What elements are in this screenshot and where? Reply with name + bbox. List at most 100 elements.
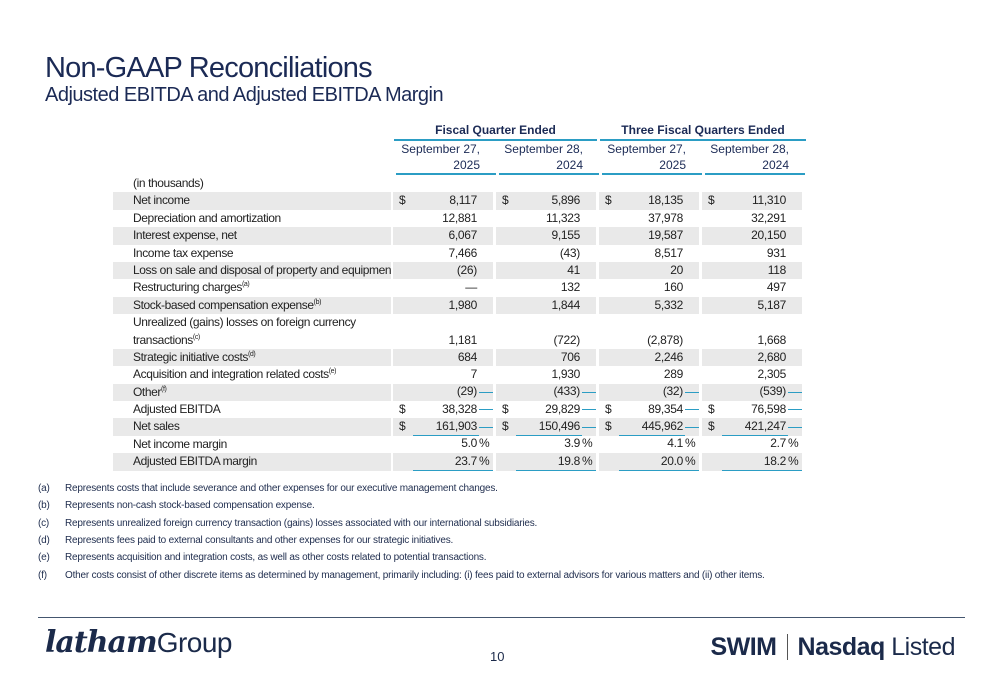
percent-symbol	[479, 409, 493, 411]
value-cell: 20.0%	[599, 453, 699, 471]
table-row: Adjusted EBITDA $38,328 $29,829 $89,354 $76,…	[113, 401, 808, 419]
value-cell: 23.7%	[393, 453, 493, 471]
value-cell: 4.1%	[599, 436, 699, 454]
value-cell: 32,291	[751, 210, 786, 225]
footnote: (d) Represents fees paid to external cons…	[38, 534, 454, 546]
percent-symbol	[685, 391, 699, 393]
value-cell: 1,980	[393, 296, 493, 315]
value-cell: 3.9%	[496, 436, 596, 454]
currency-symbol: $	[708, 193, 715, 208]
value-cell: $8,117	[393, 192, 493, 210]
footnote: (c) Represents unrealized foreign currenc…	[38, 517, 538, 529]
page-number: 10	[490, 649, 505, 664]
table-row: Unrealized (gains) losses on foreign cur…	[113, 314, 808, 349]
row-label: Other(f)	[113, 383, 391, 402]
nasdaq-listing: SWIM Nasdaq Listed	[710, 633, 955, 661]
table-row: Stock-based compensation expense(b) 1,980…	[113, 296, 808, 315]
currency-symbol: $	[708, 402, 715, 417]
column-header: September 28, 2024	[499, 141, 599, 175]
value-cell: $150,496	[496, 418, 596, 436]
value-cell: 19,587	[599, 227, 699, 245]
percent-symbol: %	[685, 453, 699, 471]
table-row: Adjusted EBITDA margin 23.7% 19.8% 20.0% 18.…	[113, 453, 808, 471]
percent-symbol	[479, 391, 493, 393]
percent-symbol: %	[479, 453, 493, 471]
value-cell: (539)	[702, 383, 802, 402]
column-header: September 27, 2025	[396, 141, 496, 175]
row-label: Adjusted EBITDA margin	[113, 453, 391, 471]
row-label: Strategic initiative costs(d)	[113, 348, 391, 367]
value-cell: $38,328	[393, 401, 493, 419]
value-cell: $5,896	[496, 192, 596, 210]
row-label: Adjusted EBITDA	[133, 402, 221, 417]
units-label: (in thousands)	[133, 176, 204, 190]
value-cell: 20	[599, 261, 699, 280]
value-cell: 1,181	[448, 332, 477, 347]
group-header-three-quarters: Three Fiscal Quarters Ended	[600, 123, 806, 141]
value-cell: (433)	[496, 383, 596, 402]
percent-symbol: %	[788, 453, 802, 471]
value-cell: (43)	[559, 245, 580, 260]
value-cell: 5.0%	[393, 436, 493, 454]
value-cell: 1,844	[496, 296, 596, 315]
value-cell: 1,930	[551, 367, 580, 382]
value-cell: 5,187	[702, 296, 802, 315]
currency-symbol: $	[502, 402, 509, 417]
group-header-quarter: Fiscal Quarter Ended	[394, 123, 597, 141]
row-label: Loss on sale and disposal of property an…	[113, 261, 391, 280]
value-cell: $89,354	[599, 401, 699, 419]
value-cell: 118	[702, 261, 802, 280]
currency-symbol: $	[399, 193, 406, 208]
percent-symbol: %	[582, 453, 596, 471]
value-cell: (722)	[553, 332, 580, 347]
row-label: Income tax expense	[133, 245, 234, 260]
currency-symbol: $	[605, 402, 612, 417]
value-cell: $11,310	[702, 192, 802, 210]
footer-divider	[38, 617, 965, 618]
footnote: (a) Represents costs that include severan…	[38, 483, 498, 494]
percent-symbol: %	[788, 436, 802, 454]
value-cell: $161,903	[393, 418, 493, 436]
table-row: Loss on sale and disposal of property an…	[113, 261, 808, 280]
value-cell: 706	[496, 348, 596, 367]
page-subtitle: Adjusted EBITDA and Adjusted EBITDA Marg…	[45, 84, 444, 106]
row-label: Net income margin	[133, 436, 227, 451]
value-cell: 11,323	[545, 210, 580, 225]
row-label: Interest expense, net	[113, 227, 391, 245]
value-cell: $445,962	[599, 418, 699, 436]
currency-symbol: $	[502, 193, 509, 208]
table-row: Income tax expense 7,466 (43) 8,517 931	[113, 245, 808, 262]
value-cell: 5,332	[599, 296, 699, 315]
percent-symbol	[788, 426, 802, 428]
percent-symbol	[685, 426, 699, 428]
value-cell: —	[465, 280, 477, 295]
row-label: Depreciation and amortization	[133, 210, 281, 225]
footnote: (e) Represents acquisition and integratio…	[38, 552, 487, 564]
value-cell: $18,135	[599, 192, 699, 210]
value-cell: 7	[470, 367, 478, 382]
currency-symbol: $	[708, 419, 715, 434]
percent-symbol: %	[685, 436, 699, 454]
table-row: Restructuring charges(a) — 132 160 497	[113, 279, 808, 296]
value-cell: 1,668	[757, 332, 786, 347]
table-row: Depreciation and amortization 12,881 11,32…	[113, 210, 808, 227]
table-row: Net sales $161,903 $150,496 $445,962 $421,24…	[113, 418, 808, 436]
table-row: Net income margin 5.0% 3.9% 4.1% 2.7%	[113, 436, 808, 454]
reconciliation-table: (in thousands) Net income $8,117 $5,896 $18…	[113, 120, 808, 471]
value-cell: 12,881	[442, 210, 477, 225]
page-title: Non-GAAP Reconciliations	[45, 52, 373, 84]
value-cell: 2,680	[702, 348, 802, 367]
footnote: (b) Represents non-cash stock-based compe…	[38, 500, 315, 512]
currency-symbol: $	[399, 402, 406, 417]
table-row: Strategic initiative costs(d) 684 706 2,246…	[113, 348, 808, 367]
value-cell: 684	[393, 348, 493, 367]
value-cell: 2,246	[599, 348, 699, 367]
percent-symbol	[479, 426, 493, 428]
percent-symbol	[685, 409, 699, 411]
currency-symbol: $	[399, 419, 406, 434]
value-cell: $421,247	[702, 418, 802, 436]
currency-symbol: $	[502, 419, 509, 434]
value-cell: 8,517	[654, 245, 683, 260]
value-cell: (29)	[393, 383, 493, 402]
percent-symbol	[788, 391, 802, 393]
